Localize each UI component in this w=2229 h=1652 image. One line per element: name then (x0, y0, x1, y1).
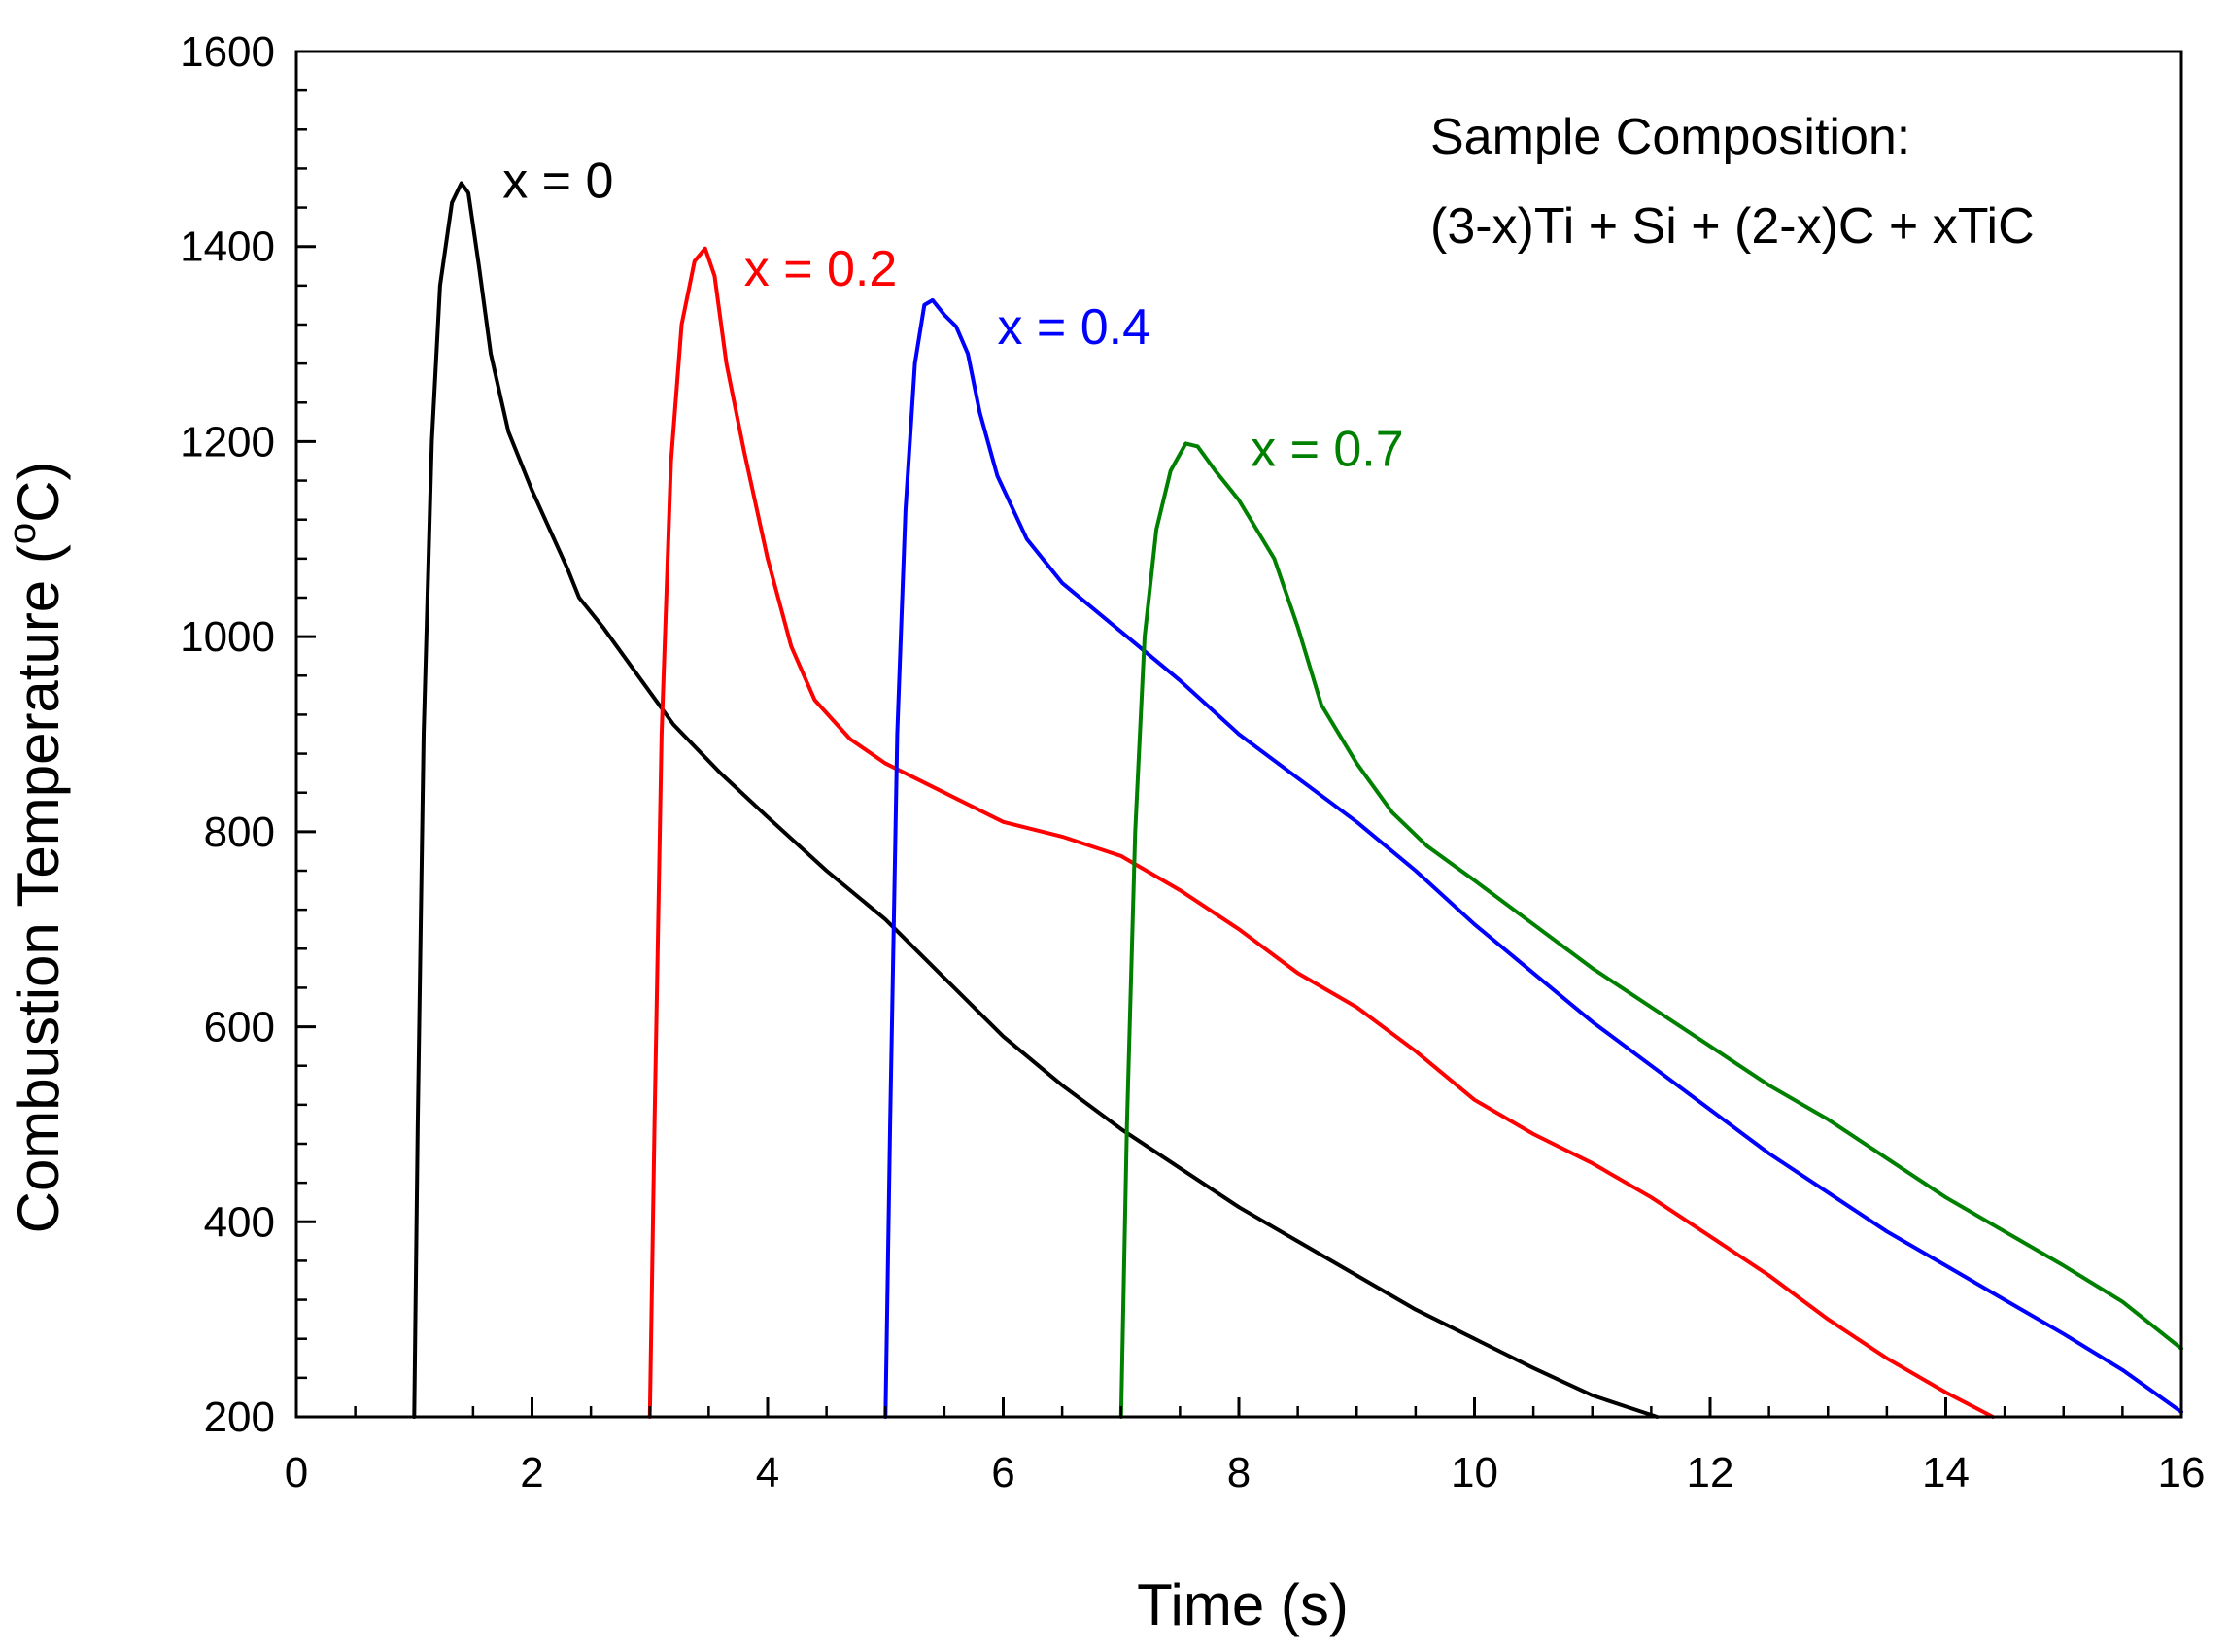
y-axis-label-degree: o (1, 523, 44, 544)
y-axis-label: Combustion Temperature (oC) (1, 462, 71, 1234)
y-tick-label: 400 (204, 1198, 275, 1246)
x-tick-label: 12 (1687, 1449, 1734, 1497)
y-tick-label: 1600 (180, 28, 275, 76)
y-axis-label-suffix: C) (6, 462, 71, 523)
y-tick-label: 800 (204, 809, 275, 856)
series-line-3 (1118, 441, 2183, 1419)
annotation-line-1: Sample Composition: (1430, 109, 1910, 165)
y-tick-label: 1200 (180, 418, 275, 465)
annotation-line-2: (3-x)Ti + Si + (2-x)C + xTiC (1430, 198, 2035, 255)
series-line-0 (412, 181, 1660, 1419)
x-axis-label: Time (s) (1137, 1572, 1349, 1637)
x-tick-label: 14 (1922, 1449, 1970, 1497)
ticks-layer (294, 50, 2183, 1419)
y-tick-label: 200 (204, 1394, 275, 1441)
y-axis-label-prefix: Combustion Temperature ( (6, 544, 71, 1233)
series-line-1 (647, 246, 1995, 1419)
y-tick-label: 1000 (180, 613, 275, 661)
x-tick-label: 16 (2158, 1449, 2206, 1497)
x-tick-label: 0 (285, 1449, 308, 1497)
series-line-2 (883, 297, 2183, 1419)
series-label-1: x = 0.2 (744, 241, 898, 297)
series-label-2: x = 0.4 (997, 299, 1150, 356)
series-layer (412, 181, 2183, 1419)
x-tick-label: 8 (1227, 1449, 1251, 1497)
x-tick-label: 6 (991, 1449, 1014, 1497)
x-tick-label: 4 (756, 1449, 779, 1497)
labels-layer: 0 2 4 6 8 10 12 14 16 200 400 600 800 1000 1200 1400 160… (180, 28, 2205, 1497)
y-tick-label: 1400 (180, 224, 275, 271)
x-tick-label: 10 (1451, 1449, 1498, 1497)
series-label-3: x = 0.7 (1251, 422, 1404, 478)
series-label-0: x = 0 (502, 154, 613, 210)
y-tick-label: 600 (204, 1004, 275, 1051)
x-tick-label: 2 (520, 1449, 543, 1497)
